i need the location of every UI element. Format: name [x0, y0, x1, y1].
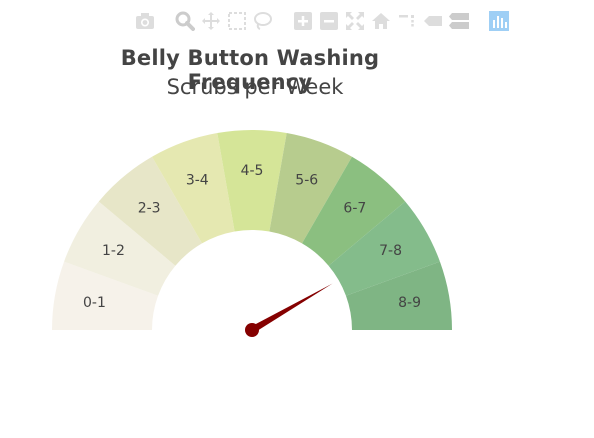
zoom-out-icon[interactable] — [316, 8, 342, 34]
gauge-needle-hub — [245, 323, 259, 337]
hover-compare-icon[interactable] — [446, 8, 472, 34]
gauge-label-6-7: 6-7 — [343, 200, 366, 216]
gauge-segment-5-6 — [269, 133, 352, 244]
gauge-label-4-5: 4-5 — [241, 163, 264, 179]
gauge-needle — [250, 283, 333, 334]
lasso-select-icon[interactable] — [250, 8, 276, 34]
gauge-segment-6-7 — [302, 156, 406, 266]
gauge-label-1-2: 1-2 — [102, 243, 125, 259]
zoom-in-icon[interactable] — [290, 8, 316, 34]
gauge-label-7-8: 7-8 — [379, 243, 402, 259]
gauge-segment-0-1 — [52, 261, 159, 330]
pan-icon[interactable] — [198, 8, 224, 34]
home-icon[interactable] — [368, 8, 394, 34]
hover-closest-icon[interactable] — [420, 8, 446, 34]
zoom-icon[interactable] — [172, 8, 198, 34]
box-select-icon[interactable] — [224, 8, 250, 34]
gauge-segment-3-4 — [152, 133, 235, 244]
modebar — [132, 8, 562, 34]
gauge-segment-7-8 — [328, 201, 440, 296]
chart-subtitle: Scrubs per Week — [166, 75, 344, 99]
gauge-label-8-9: 8-9 — [398, 295, 421, 311]
gauge-segment-8-9 — [345, 261, 452, 330]
spike-lines-icon[interactable] — [394, 8, 420, 34]
gauge-segment-1-2 — [64, 201, 176, 296]
gauge-label-2-3: 2-3 — [138, 200, 161, 216]
autoscale-icon[interactable] — [342, 8, 368, 34]
chart-title: Belly Button Washing Frequency — [120, 46, 380, 94]
gauge-label-0-1: 0-1 — [83, 295, 106, 311]
camera-icon[interactable] — [132, 8, 158, 34]
gauge-segment-4-5 — [217, 130, 287, 232]
plotly-logo-icon[interactable] — [486, 8, 512, 34]
gauge-label-3-4: 3-4 — [186, 173, 209, 189]
gauge-label-5-6: 5-6 — [295, 173, 318, 189]
gauge-segment-2-3 — [98, 156, 202, 266]
